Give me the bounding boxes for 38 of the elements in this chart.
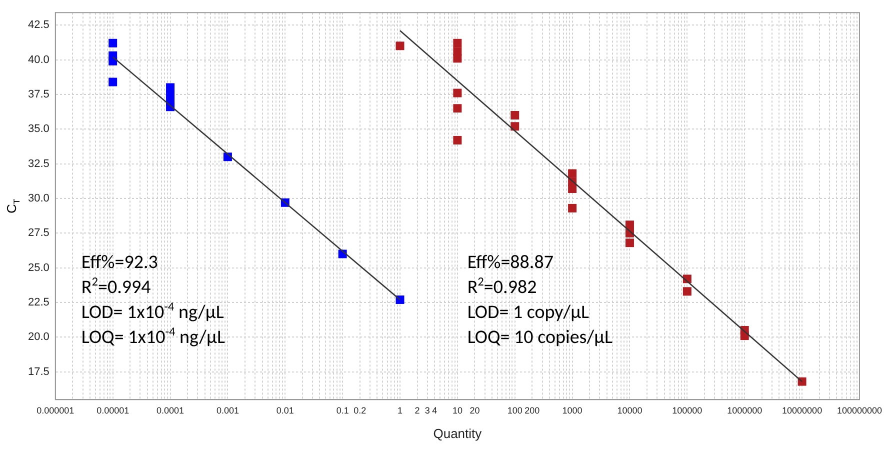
x-tick-label: 100000000	[836, 405, 882, 416]
x-tick-label: 10000000	[782, 405, 822, 416]
x-tick-label: 200	[524, 405, 540, 416]
x-tick-label: 20	[470, 405, 480, 416]
x-tick-label: 4	[432, 405, 438, 416]
y-tick-label: 35.0	[28, 123, 50, 136]
x-tick-label: 1000000	[727, 405, 762, 416]
y-tick-label: 30.0	[28, 192, 50, 204]
x-tick-label: 100000	[672, 405, 702, 416]
x-tick-label: 0.01	[276, 405, 294, 416]
x-tick-label: 0.2	[354, 405, 366, 416]
y-axis-title: CT	[4, 198, 22, 214]
x-tick-label: 0.00001	[96, 405, 130, 416]
y-tick-label: 32.5	[28, 158, 50, 170]
y-tick-label: 22.5	[28, 296, 50, 309]
x-tick-label: 1000	[562, 405, 582, 416]
y-tick-label: 37.5	[28, 88, 50, 100]
x-tick-label: 3	[424, 405, 430, 416]
annotation: Eff%=92.3	[81, 251, 158, 274]
x-tick-label: 2	[414, 405, 420, 416]
y-tick-label: 27.5	[28, 227, 50, 240]
x-axis-title: Quantity	[433, 426, 482, 441]
y-tick-label: 20.0	[28, 331, 50, 344]
annotation: LOQ= 10 copies/µL	[467, 326, 613, 350]
x-tick-label: 0.000001	[36, 405, 74, 416]
x-tick-label: 1	[398, 405, 403, 416]
x-tick-label: 0.0001	[156, 405, 184, 416]
y-tick-label: 25.0	[28, 262, 50, 274]
y-tick-label: 42.5	[28, 19, 50, 32]
x-tick-label: 10000	[617, 405, 642, 416]
x-tick-label: 10	[452, 405, 462, 416]
annotation: LOD= 1 copy/µL	[467, 301, 590, 324]
y-tick-label: 17.5	[28, 366, 50, 378]
annotation: Eff%=88.87	[467, 251, 554, 274]
x-tick-label: 100	[507, 405, 522, 416]
x-tick-label: 0.1	[336, 405, 349, 416]
x-tick-label: 0.001	[216, 405, 239, 416]
y-tick-label: 40.0	[28, 54, 50, 66]
